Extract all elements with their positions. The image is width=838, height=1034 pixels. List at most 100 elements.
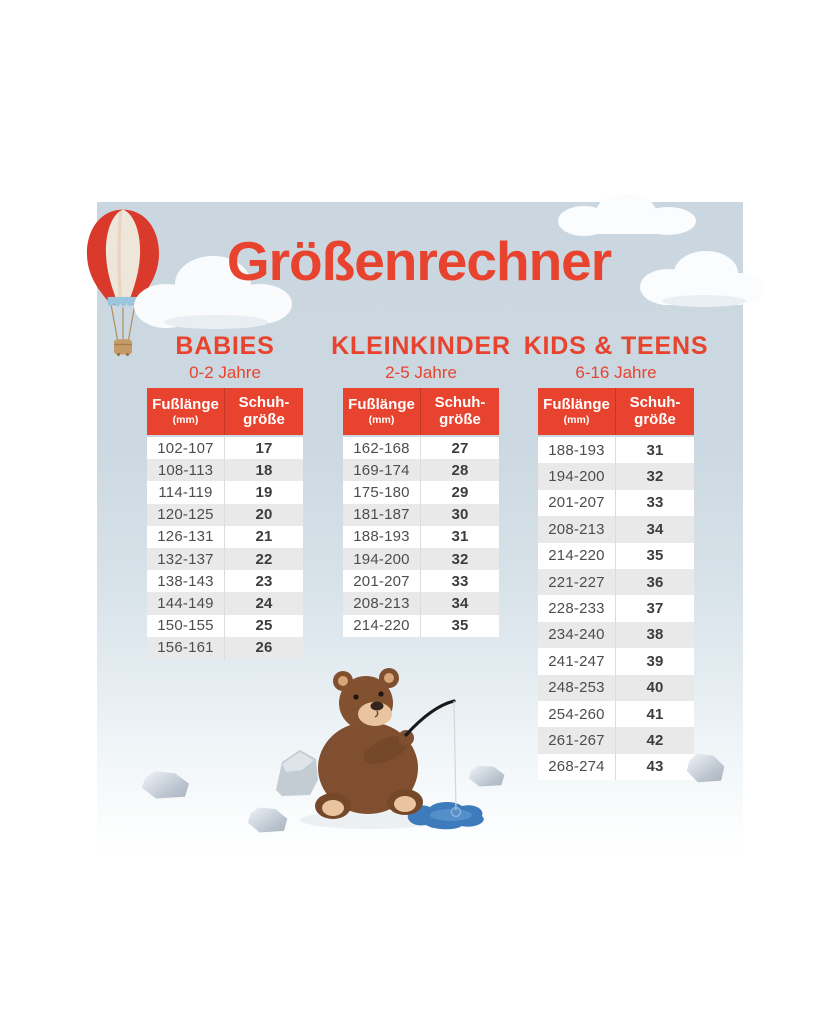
foot-length-cell: 261-267 xyxy=(538,727,616,754)
shoe-size-cell: 38 xyxy=(646,626,664,644)
ice-hole-puddle-icon xyxy=(407,801,484,830)
table-row: 169-174 28 xyxy=(343,459,499,482)
shoe-size-cell: 40 xyxy=(646,679,664,697)
foot-length-cell: 181-187 xyxy=(343,503,421,526)
section-babies: BABIES 0-2 Jahre Fußlänge (mm) Schuh- gr… xyxy=(147,332,303,659)
shoe-size-cell: 34 xyxy=(451,594,469,612)
table-row: 132-137 22 xyxy=(147,547,303,571)
shoe-size-cell: 24 xyxy=(255,594,273,612)
shoe-size-cell: 18 xyxy=(255,461,273,479)
foot-length-cell: 201-207 xyxy=(343,570,421,593)
foot-length-cell: 201-207 xyxy=(538,489,616,517)
table-row: 228-233 37 xyxy=(538,595,694,622)
column-header-foot-length: Fußlänge (mm) xyxy=(147,388,225,435)
cloud-icon xyxy=(558,194,696,236)
table-row: 138-143 23 xyxy=(147,570,303,593)
shoe-size-cell: 26 xyxy=(255,639,273,657)
table-row: 261-267 42 xyxy=(538,727,694,754)
column-header-unit: (mm) xyxy=(172,413,199,426)
shoe-size-cell: 32 xyxy=(451,550,469,568)
shoe-size-cell: 37 xyxy=(646,600,664,618)
foot-length-cell: 169-174 xyxy=(343,459,421,482)
column-header-shoe-size: Schuh- größe xyxy=(421,388,499,435)
section-kids-teens: KIDS & TEENS 6-16 Jahre Fußlänge (mm) Sc… xyxy=(524,332,708,781)
shoe-size-cell: 28 xyxy=(451,461,469,479)
column-header-label: Fußlänge xyxy=(348,395,415,413)
section-age-range: 2-5 Jahre xyxy=(385,363,457,382)
section-age-range: 0-2 Jahre xyxy=(189,363,261,382)
table-row: 120-125 20 xyxy=(147,503,303,526)
shoe-size-cell: 33 xyxy=(451,572,469,590)
page-title: Größenrechner xyxy=(226,230,612,292)
shoe-size-cell: 33 xyxy=(646,494,664,512)
table-header: Fußlänge (mm) Schuh- größe xyxy=(343,388,499,435)
shoe-size-cell: 17 xyxy=(255,439,273,457)
shoe-size-cell: 32 xyxy=(646,468,664,486)
column-header-label: Schuh- xyxy=(238,394,290,412)
foot-length-cell: 108-113 xyxy=(147,459,225,482)
hot-air-balloon-icon xyxy=(86,209,160,356)
foot-length-cell: 221-227 xyxy=(538,568,616,596)
shoe-size-cell: 42 xyxy=(646,731,664,749)
table-header: Fußlänge (mm) Schuh- größe xyxy=(538,388,694,435)
shoe-size-cell: 20 xyxy=(255,506,273,524)
table-header: Fußlänge (mm) Schuh- größe xyxy=(147,388,303,435)
table-row: 144-149 24 xyxy=(147,592,303,615)
shoe-size-cell: 19 xyxy=(255,483,273,501)
foot-length-cell: 138-143 xyxy=(147,570,225,593)
column-header-label: größe xyxy=(439,410,481,428)
foot-length-cell: 208-213 xyxy=(343,592,421,615)
shoe-size-cell: 35 xyxy=(451,617,469,635)
section-title: KIDS & TEENS xyxy=(523,332,709,360)
table-row: 194-200 32 xyxy=(343,547,499,571)
table-row: 102-107 17 xyxy=(147,437,303,460)
rock-icon xyxy=(468,765,505,787)
foot-length-cell: 162-168 xyxy=(343,437,421,460)
foot-length-cell: 214-220 xyxy=(343,614,421,637)
table-row: 268-274 43 xyxy=(538,753,694,781)
column-header-foot-length: Fußlänge (mm) xyxy=(343,388,421,435)
foot-length-cell: 214-220 xyxy=(538,542,616,569)
column-header-shoe-size: Schuh- größe xyxy=(616,388,694,435)
section-kleinkinder: KLEINKINDER 2-5 Jahre Fußlänge (mm) Schu… xyxy=(331,332,510,637)
size-table-kleinkinder: 162-168 27 169-174 28 175-180 29 181-187 30 188-… xyxy=(343,437,499,637)
foot-length-cell: 132-137 xyxy=(147,547,225,571)
shoe-size-cell: 25 xyxy=(255,617,273,635)
table-row: 254-260 41 xyxy=(538,700,694,728)
foot-length-cell: 150-155 xyxy=(147,614,225,637)
section-title: BABIES xyxy=(175,332,275,360)
column-header-label: Schuh- xyxy=(629,394,681,412)
shoe-size-cell: 41 xyxy=(646,705,664,723)
column-header-unit: (mm) xyxy=(368,413,395,426)
foot-length-cell: 268-274 xyxy=(538,753,616,781)
table-row: 126-131 21 xyxy=(147,525,303,548)
table-row: 241-247 39 xyxy=(538,648,694,675)
column-header-label: größe xyxy=(634,410,676,428)
table-row: 156-161 26 xyxy=(147,636,303,659)
column-header-label: Schuh- xyxy=(434,394,486,412)
foot-length-cell: 188-193 xyxy=(538,437,616,464)
table-row: 214-220 35 xyxy=(343,614,499,637)
foot-length-cell: 126-131 xyxy=(147,525,225,548)
foot-length-cell: 234-240 xyxy=(538,621,616,649)
table-row: 194-200 32 xyxy=(538,463,694,490)
shoe-size-cell: 31 xyxy=(646,441,664,459)
foot-length-cell: 188-193 xyxy=(343,525,421,548)
rock-icon xyxy=(276,750,318,796)
foot-length-cell: 114-119 xyxy=(147,481,225,504)
column-header-label: Fußlänge xyxy=(543,395,610,413)
foot-length-cell: 102-107 xyxy=(147,437,225,460)
column-header-foot-length: Fußlänge (mm) xyxy=(538,388,616,435)
shoe-size-cell: 29 xyxy=(451,483,469,501)
foot-length-cell: 194-200 xyxy=(343,547,421,571)
foot-length-cell: 194-200 xyxy=(538,463,616,490)
table-row: 221-227 36 xyxy=(538,568,694,596)
table-row: 201-207 33 xyxy=(343,570,499,593)
column-header-shoe-size: Schuh- größe xyxy=(225,388,303,435)
shoe-size-cell: 39 xyxy=(646,652,664,670)
cloud-icon xyxy=(640,251,764,307)
bear-fishing-icon xyxy=(276,668,484,830)
shoe-size-cell: 21 xyxy=(255,528,273,546)
shoe-size-cell: 27 xyxy=(451,439,469,457)
